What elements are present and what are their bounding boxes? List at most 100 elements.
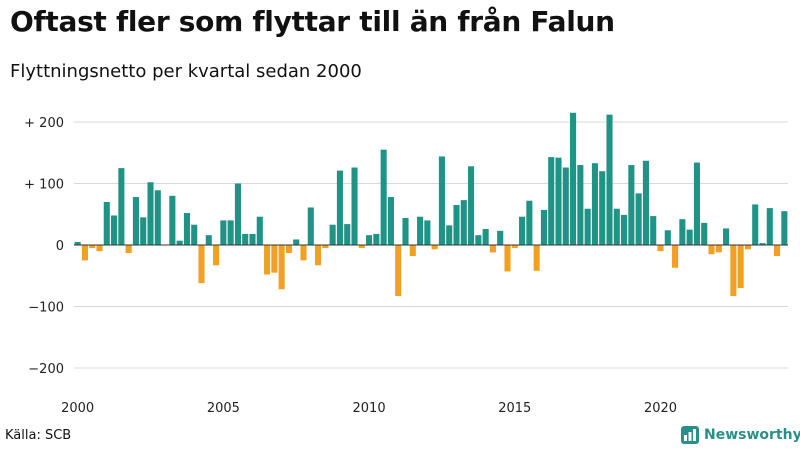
y-tick-label: −100: [28, 301, 64, 316]
bar: [533, 245, 540, 271]
bar: [489, 245, 496, 253]
bar: [766, 208, 773, 245]
bar: [140, 217, 147, 245]
brand: Newsworthy: [681, 426, 800, 444]
bar: [213, 245, 220, 266]
bar: [599, 171, 606, 245]
bar: [300, 245, 307, 261]
bar: [344, 224, 351, 245]
bar: [89, 245, 96, 249]
bar: [606, 114, 613, 246]
bar: [482, 229, 489, 245]
x-tick-label: 2000: [61, 401, 94, 416]
bar: [242, 233, 249, 245]
y-tick-label: −200: [28, 362, 64, 377]
bar: [570, 112, 577, 245]
bar: [74, 241, 81, 245]
bar: [373, 233, 380, 245]
bar: [701, 222, 708, 245]
bar: [562, 167, 569, 245]
bar: [686, 229, 693, 246]
bar: [650, 216, 657, 245]
x-tick-label: 2015: [498, 401, 531, 416]
bar: [628, 165, 635, 245]
bar: [336, 170, 343, 245]
source-note: Källa: SCB: [5, 428, 72, 443]
bar: [183, 213, 190, 245]
x-axis-ticks: 2000 2005 2010 2015 2020: [61, 401, 677, 416]
bar: [380, 149, 387, 245]
bar: [548, 157, 555, 245]
bar: [424, 220, 431, 245]
bar: [723, 228, 730, 245]
newsworthy-logo-icon: [681, 426, 699, 444]
brand-name: Newsworthy: [704, 427, 800, 443]
bar: [118, 168, 125, 246]
bar: [759, 243, 766, 245]
bar: [526, 200, 533, 245]
bar: [307, 207, 314, 245]
bar: [453, 205, 460, 245]
bar: [358, 245, 365, 249]
bar: [555, 157, 562, 245]
bar: [519, 216, 526, 245]
bar: [715, 245, 722, 253]
bar: [191, 224, 198, 245]
bar: [205, 235, 212, 245]
bar: [737, 245, 744, 289]
bar: [249, 233, 256, 245]
bar: [446, 225, 453, 245]
chart-title: Oftast fler som flyttar till än från Fal…: [10, 5, 615, 38]
bar: [271, 245, 278, 273]
bar: [125, 245, 132, 253]
bar: [752, 204, 759, 245]
bar: [103, 201, 110, 245]
bar: [96, 245, 103, 252]
x-tick-label: 2005: [207, 401, 240, 416]
bar: [154, 190, 161, 245]
bar: [176, 240, 183, 245]
bar: [693, 162, 700, 245]
y-tick-label: + 200: [24, 116, 64, 131]
bar: [81, 245, 88, 261]
y-tick-label: + 100: [24, 178, 64, 193]
bar: [417, 216, 424, 245]
bar: [577, 165, 584, 245]
bar: [315, 245, 322, 266]
bar: [672, 245, 679, 268]
bar: [169, 195, 176, 245]
bar: [613, 208, 620, 245]
bar: [591, 163, 598, 245]
y-tick-label: 0: [56, 239, 64, 254]
bar: [504, 245, 511, 272]
bar: [278, 245, 285, 290]
bar-chart: + 200 + 100 0 −100 −200 2000 2005 2010 2015 2020: [24, 112, 788, 416]
bar: [409, 245, 416, 257]
bar: [774, 245, 781, 257]
bar: [460, 200, 467, 245]
bar: [322, 245, 329, 249]
bar: [664, 230, 671, 245]
gridlines: [74, 121, 788, 369]
x-tick-label: 2010: [353, 401, 386, 416]
bar: [511, 245, 518, 249]
bar: [198, 245, 205, 284]
bar: [708, 245, 715, 255]
chart-subtitle: Flyttningsnetto per kvartal sedan 2000: [10, 61, 362, 82]
bar: [227, 220, 234, 245]
bar: [293, 239, 300, 245]
bar: [395, 245, 402, 297]
bar: [234, 183, 241, 245]
bar: [285, 245, 292, 253]
bar: [256, 216, 263, 245]
bar: [642, 160, 649, 245]
bars: [74, 112, 788, 297]
bar: [621, 214, 628, 245]
bar: [635, 193, 642, 245]
bar: [781, 211, 788, 245]
bar: [351, 167, 358, 245]
bar: [497, 230, 504, 245]
bar: [475, 235, 482, 245]
bar: [679, 219, 686, 245]
x-tick-label: 2020: [644, 401, 677, 416]
